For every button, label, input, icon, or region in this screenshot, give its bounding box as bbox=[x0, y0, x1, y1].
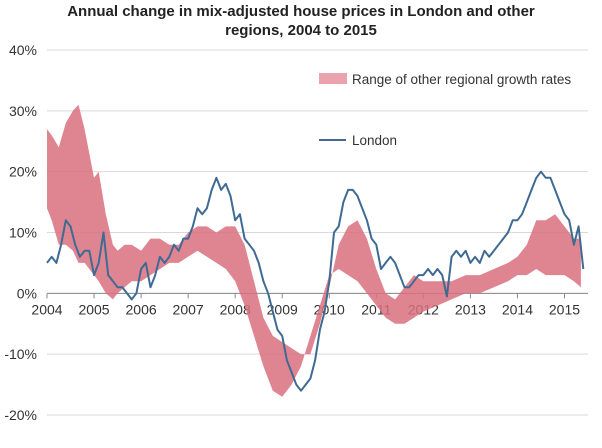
chart-title-line-2: regions, 2004 to 2015 bbox=[225, 22, 377, 39]
y-tick-label: 20% bbox=[9, 164, 37, 180]
x-tick-label: 2005 bbox=[78, 301, 109, 317]
y-tick-label: 10% bbox=[9, 225, 37, 241]
x-tick-label: 2004 bbox=[31, 301, 62, 317]
legend-label-london: London bbox=[352, 133, 397, 148]
legend: Range of other regional growth rates Lon… bbox=[319, 72, 571, 148]
x-tick-label: 2006 bbox=[126, 301, 157, 317]
range-band bbox=[47, 104, 581, 397]
y-tick-label: 0% bbox=[17, 285, 37, 301]
legend-swatch-range bbox=[319, 73, 347, 84]
chart-title-line-1: Annual change in mix-adjusted house pric… bbox=[67, 3, 535, 20]
y-tick-label: 30% bbox=[9, 103, 37, 119]
x-tick-label: 2008 bbox=[220, 301, 251, 317]
london-line bbox=[46, 170, 585, 392]
y-tick-label: -20% bbox=[4, 407, 37, 423]
y-tick-label: 40% bbox=[9, 42, 37, 58]
legend-label-range: Range of other regional growth rates bbox=[352, 72, 571, 87]
x-tick-label: 2014 bbox=[502, 301, 533, 317]
x-tick-label: 2015 bbox=[549, 301, 580, 317]
x-tick-label: 2007 bbox=[173, 301, 204, 317]
plot-series bbox=[46, 104, 585, 397]
y-axis-tick-labels: 40% 30% 20% 10% 0% -10% -20% bbox=[4, 42, 37, 423]
x-tick-label: 2013 bbox=[455, 301, 486, 317]
y-tick-label: -10% bbox=[4, 346, 37, 362]
x-tick-label: 2009 bbox=[267, 301, 298, 317]
